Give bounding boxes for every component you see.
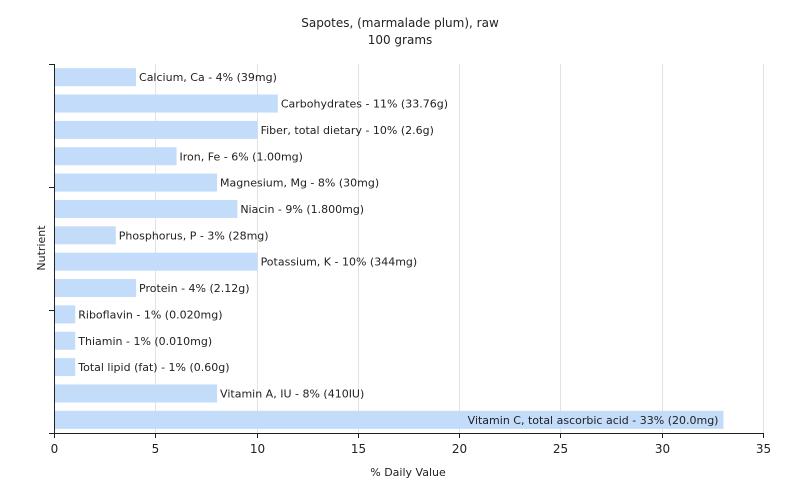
- x-tick-label: 15: [351, 442, 366, 456]
- bar: [55, 94, 278, 113]
- bar-label: Magnesium, Mg - 8% (30mg): [220, 177, 379, 190]
- bar-label: Total lipid (fat) - 1% (0.60g): [77, 361, 229, 374]
- x-tick-label: 5: [152, 442, 160, 456]
- x-axis-title: % Daily Value: [370, 466, 446, 479]
- bar: [55, 358, 76, 377]
- bar-label: Fiber, total dietary - 10% (2.6g): [261, 124, 434, 137]
- x-tick-label: 10: [250, 442, 265, 456]
- bar: [55, 68, 137, 87]
- bar-label: Protein - 4% (2.12g): [139, 282, 250, 295]
- bar-label: Iron, Fe - 6% (1.00mg): [180, 150, 303, 163]
- x-axis-ticks: 0 5 10 15 20 25 30 35: [51, 433, 771, 456]
- bar-label: Vitamin A, IU - 8% (410IU): [220, 387, 364, 400]
- x-tick-label: 0: [51, 442, 59, 456]
- y-axis-title: Nutrient: [35, 225, 48, 271]
- bar: [55, 410, 724, 429]
- axes: [49, 64, 763, 434]
- x-tick-label: 30: [655, 442, 670, 456]
- bar: [55, 279, 137, 298]
- bar-label: Calcium, Ca - 4% (39mg): [139, 71, 277, 84]
- bar-label: Potassium, K - 10% (344mg): [261, 256, 418, 269]
- x-tick-label: 20: [452, 442, 467, 456]
- bars: Calcium, Ca - 4% (39mg) Carbohydrates - 1…: [55, 68, 724, 429]
- bar-label: Niacin - 9% (1.800mg): [240, 203, 364, 216]
- chart-subtitle: 100 grams: [368, 33, 433, 47]
- bar: [55, 384, 218, 403]
- bar-label: Vitamin C, total ascorbic acid - 33% (20…: [468, 414, 719, 427]
- bar-label: Phosphorus, P - 3% (28mg): [119, 229, 269, 242]
- x-tick-label: 35: [756, 442, 771, 456]
- x-tick-label: 25: [553, 442, 568, 456]
- bar: [55, 147, 177, 166]
- bar: [55, 120, 258, 139]
- chart-title: Sapotes, (marmalade plum), raw: [301, 16, 499, 30]
- bar: [55, 252, 258, 271]
- bar: [55, 226, 116, 245]
- bar-label: Thiamin - 1% (0.010mg): [77, 335, 212, 348]
- grid-lines: [155, 64, 764, 433]
- bar: [55, 199, 238, 218]
- bar-label: Carbohydrates - 11% (33.76g): [281, 98, 448, 111]
- bar: [55, 305, 76, 324]
- bar: [55, 331, 76, 350]
- bar-label: Riboflavin - 1% (0.020mg): [78, 308, 222, 321]
- bar: [55, 173, 218, 192]
